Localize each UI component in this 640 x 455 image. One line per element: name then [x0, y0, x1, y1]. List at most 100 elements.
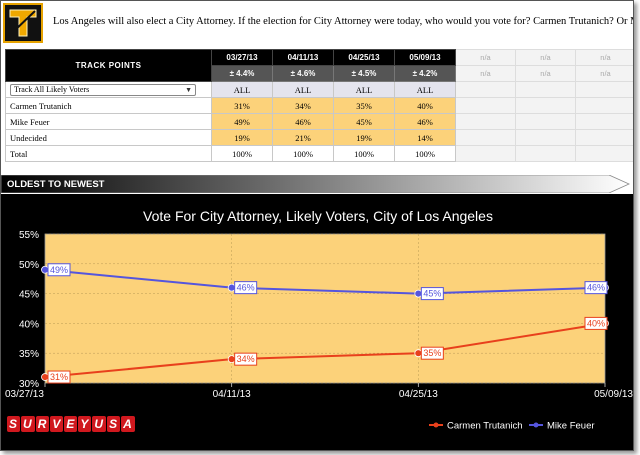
surveyusa-t-logo: [3, 3, 43, 43]
na-cell: [455, 113, 516, 130]
na-cell: [515, 113, 576, 130]
na-cell: [515, 97, 576, 114]
na-cell: n/a: [575, 65, 633, 82]
na-cell: [515, 145, 576, 162]
value-cell: 46%: [394, 113, 456, 130]
data-label: 34%: [237, 354, 255, 364]
banner-label: OLDEST TO NEWEST: [7, 179, 105, 190]
logo-letter: A: [121, 416, 135, 432]
data-label-box: [234, 281, 258, 295]
table-row: Undecided 19% 21% 19% 14%: [5, 129, 633, 146]
na-cell: [515, 81, 576, 98]
total-cell: 100%: [272, 145, 334, 162]
data-label-box: [584, 316, 608, 330]
x-tick-label: 04/11/13: [213, 389, 252, 400]
date-header: 05/09/13: [394, 49, 456, 66]
logo-letter: V: [50, 416, 64, 432]
data-label: 40%: [587, 318, 605, 328]
data-label: 31%: [50, 372, 68, 382]
value-cell: 45%: [333, 113, 395, 130]
value-cell: 14%: [394, 129, 456, 146]
value-cell: 49%: [211, 113, 273, 130]
data-label-box: [47, 370, 71, 384]
data-label-box: [234, 352, 258, 366]
logo-letter: S: [107, 416, 121, 432]
value-cell: 34%: [272, 97, 334, 114]
question-text: Los Angeles will also elect a City Attor…: [53, 16, 634, 27]
logo-letter: R: [35, 416, 50, 432]
date-header: 03/27/13: [211, 49, 273, 66]
oldest-to-newest-banner: [1, 175, 630, 193]
moe-cell: ± 4.2%: [394, 65, 456, 82]
value-cell: 35%: [333, 97, 395, 114]
x-tick-label: 05/09/13: [594, 389, 633, 400]
date-header: 04/25/13: [333, 49, 395, 66]
na-cell: n/a: [515, 49, 576, 66]
y-tick-label: 35%: [19, 349, 39, 360]
data-point: [41, 265, 49, 274]
value-cell: 46%: [272, 113, 334, 130]
x-tick-label: 04/25/13: [399, 389, 438, 400]
logo-letter: Y: [78, 416, 92, 432]
data-label: 35%: [423, 348, 441, 358]
logo-letter: S: [7, 416, 21, 432]
na-cell: [455, 145, 516, 162]
moe-cell: ± 4.4%: [211, 65, 273, 82]
data-point: [227, 355, 236, 364]
na-cell: [575, 97, 633, 114]
population-cell: ALL: [211, 81, 273, 98]
value-cell: 40%: [394, 97, 456, 114]
data-label-box: [47, 263, 71, 277]
logo-letter: U: [21, 416, 35, 432]
chevron-down-icon: ▼: [185, 85, 192, 94]
na-cell: [575, 113, 633, 130]
plot-area: [44, 233, 606, 384]
row-label: Mike Feuer: [5, 113, 212, 130]
legend-marker: [433, 422, 439, 428]
total-row: Total 100% 100% 100% 100%: [5, 145, 633, 162]
legend-label: Mike Feuer: [547, 421, 595, 432]
y-tick-label: 45%: [19, 290, 39, 301]
na-cell: [515, 129, 576, 146]
na-cell: [575, 145, 633, 162]
total-cell: 100%: [333, 145, 395, 162]
y-tick-label: 40%: [19, 319, 39, 330]
series-line: [44, 322, 606, 379]
population-row: Track All Likely Voters ▼ ALL ALL ALL AL…: [5, 81, 633, 98]
data-label: 49%: [50, 265, 68, 275]
total-cell: 100%: [211, 145, 273, 162]
population-select-value: Track All Likely Voters: [14, 85, 90, 94]
table-row: Carmen Trutanich 31% 34% 35% 40%: [5, 97, 633, 114]
na-cell: [575, 81, 633, 98]
population-cell: ALL: [333, 81, 395, 98]
row-label: Total: [5, 145, 212, 162]
data-label: 45%: [423, 289, 441, 299]
x-tick-label: 03/27/13: [5, 389, 44, 400]
value-cell: 21%: [272, 129, 334, 146]
data-point: [41, 373, 49, 381]
y-tick-label: 55%: [19, 230, 39, 241]
data-label-box: [420, 346, 444, 360]
line-chart: 55% 50% 45% 40% 35% 30%03/27/13 04/11/13 04/25/…: [5, 230, 633, 432]
data-point: [414, 289, 423, 298]
legend-marker: [533, 422, 539, 428]
na-cell: [455, 129, 516, 146]
track-points-table: TRACK POINTS 03/27/13 04/11/13 04/25/13 …: [5, 49, 633, 162]
total-cell: 100%: [394, 145, 456, 162]
population-select[interactable]: Track All Likely Voters ▼: [10, 83, 196, 96]
track-points-title: TRACK POINTS: [5, 49, 212, 82]
date-row: TRACK POINTS 03/27/13 04/11/13 04/25/13 …: [5, 49, 633, 82]
table-row: Mike Feuer 49% 46% 45% 46%: [5, 113, 633, 130]
data-label: 46%: [587, 283, 605, 293]
logo-letter: E: [64, 416, 78, 432]
na-cell: [455, 81, 516, 98]
value-cell: 19%: [211, 129, 273, 146]
series-line: [44, 268, 606, 295]
data-point: [414, 349, 423, 358]
row-label: Carmen Trutanich: [5, 97, 212, 114]
na-cell: n/a: [575, 49, 633, 66]
value-cell: 31%: [211, 97, 273, 114]
na-cell: n/a: [455, 49, 516, 66]
